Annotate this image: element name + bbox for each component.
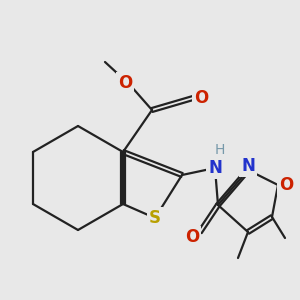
Text: O: O (118, 74, 132, 92)
Text: O: O (185, 228, 199, 246)
Text: N: N (208, 159, 222, 177)
Text: O: O (194, 89, 208, 107)
Text: N: N (241, 157, 255, 175)
Text: H: H (215, 143, 225, 157)
Text: S: S (149, 209, 161, 227)
Text: O: O (279, 176, 293, 194)
